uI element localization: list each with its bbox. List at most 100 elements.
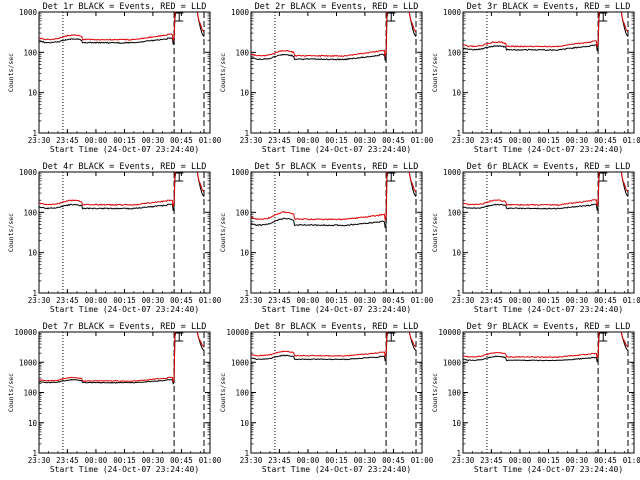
x-tick-label: 00:00 bbox=[297, 296, 320, 305]
x-tick-label: 23:30 bbox=[28, 136, 51, 145]
y-tick-label: 1000 bbox=[231, 168, 250, 177]
x-axis-label: Start Time (24-Oct-07 23:24:40) bbox=[262, 305, 411, 314]
y-tick-label: 100 bbox=[235, 389, 249, 398]
series-tail-lld bbox=[196, 331, 205, 348]
series-line-lld bbox=[38, 12, 177, 42]
y-tick-label: 1000 bbox=[19, 358, 38, 367]
y-tick-label: 100 bbox=[447, 208, 461, 217]
x-tick-label: 00:30 bbox=[566, 456, 589, 465]
x-tick-label: 23:45 bbox=[56, 296, 79, 305]
series-line-events bbox=[250, 12, 389, 61]
y-axis-label: Counts/sec bbox=[431, 373, 439, 412]
x-tick-label: 00:30 bbox=[354, 296, 377, 305]
y-tick-label: 1000 bbox=[231, 8, 250, 17]
y-axis-label: Counts/sec bbox=[219, 213, 227, 252]
y-tick-label: 1 bbox=[244, 129, 249, 138]
chart-panel-3: Det 3r BLACK = Events, RED = LLD10001001… bbox=[431, 2, 640, 154]
x-tick-label: 00:30 bbox=[566, 296, 589, 305]
x-tick-label: 00:00 bbox=[297, 136, 320, 145]
chart-panel-9: Det 9r BLACK = Events, RED = LLD10000100… bbox=[431, 322, 640, 474]
y-axis-label: Counts/sec bbox=[7, 373, 15, 412]
chart-panel-8: Det 8r BLACK = Events, RED = LLD10000100… bbox=[219, 322, 434, 474]
series-line-lld bbox=[462, 331, 601, 359]
x-tick-label: 00:45 bbox=[594, 456, 617, 465]
x-axis-label: Start Time (24-Oct-07 23:24:40) bbox=[50, 305, 199, 314]
y-tick-label: 1 bbox=[456, 129, 461, 138]
x-tick-label: 23:45 bbox=[56, 136, 79, 145]
y-tick-label: 1 bbox=[32, 129, 37, 138]
x-tick-label: 00:00 bbox=[85, 296, 108, 305]
chart-panel-7: Det 7r BLACK = Events, RED = LLD10000100… bbox=[7, 322, 222, 474]
series-tail-lld bbox=[196, 12, 205, 33]
y-tick-label: 1 bbox=[244, 449, 249, 458]
y-tick-label: 10000 bbox=[226, 328, 249, 337]
series-line-lld bbox=[38, 331, 177, 383]
x-tick-label: 00:15 bbox=[325, 136, 348, 145]
y-tick-label: 1 bbox=[244, 289, 249, 298]
series-tail-lld bbox=[408, 172, 417, 193]
x-tick-label: 23:30 bbox=[452, 136, 475, 145]
y-tick-label: 1000 bbox=[443, 358, 462, 367]
x-tick-label: 00:15 bbox=[537, 136, 560, 145]
y-tick-label: 10000 bbox=[438, 328, 461, 337]
chart-title: Det 6r BLACK = Events, RED = LLD bbox=[467, 162, 631, 172]
series-tail-lld bbox=[620, 172, 629, 193]
chart-title: Det 8r BLACK = Events, RED = LLD bbox=[255, 322, 419, 332]
y-tick-label: 100 bbox=[235, 48, 249, 57]
x-tick-label: 00:00 bbox=[85, 456, 108, 465]
x-tick-label: 23:45 bbox=[480, 136, 503, 145]
x-tick-label: 00:15 bbox=[325, 296, 348, 305]
x-tick-label: 01:00 bbox=[199, 136, 222, 145]
x-tick-label: 23:30 bbox=[452, 456, 475, 465]
x-tick-label: 01:00 bbox=[623, 296, 640, 305]
x-tick-label: 00:15 bbox=[537, 296, 560, 305]
y-tick-label: 100 bbox=[23, 389, 37, 398]
chart-title: Det 5r BLACK = Events, RED = LLD bbox=[255, 162, 419, 172]
x-tick-label: 00:15 bbox=[113, 136, 136, 145]
x-axis-label: Start Time (24-Oct-07 23:24:40) bbox=[262, 465, 411, 474]
x-tick-label: 23:30 bbox=[28, 296, 51, 305]
y-axis-label: Counts/sec bbox=[219, 373, 227, 412]
plot-frame bbox=[462, 11, 635, 134]
x-tick-label: 00:30 bbox=[142, 136, 165, 145]
x-tick-label: 23:45 bbox=[268, 136, 291, 145]
plot-frame bbox=[250, 171, 423, 294]
series-line-lld bbox=[462, 172, 601, 207]
x-tick-label: 00:45 bbox=[382, 296, 405, 305]
x-axis-label: Start Time (24-Oct-07 23:24:40) bbox=[474, 465, 623, 474]
y-tick-label: 100 bbox=[23, 208, 37, 217]
x-axis-label: Start Time (24-Oct-07 23:24:40) bbox=[474, 145, 623, 154]
y-tick-label: 1 bbox=[32, 289, 37, 298]
series-tail-lld bbox=[620, 331, 629, 348]
chart-title: Det 9r BLACK = Events, RED = LLD bbox=[467, 322, 631, 332]
y-axis-label: Counts/sec bbox=[431, 53, 439, 92]
x-tick-label: 00:45 bbox=[594, 296, 617, 305]
y-axis-label: Counts/sec bbox=[7, 213, 15, 252]
plot-frame bbox=[462, 171, 635, 294]
y-tick-label: 10 bbox=[452, 249, 462, 258]
y-tick-label: 10 bbox=[452, 419, 462, 428]
x-tick-label: 23:45 bbox=[480, 296, 503, 305]
series-line-events bbox=[462, 332, 601, 363]
x-tick-label: 23:30 bbox=[240, 456, 263, 465]
chart-panel-1: Det 1r BLACK = Events, RED = LLD10001001… bbox=[7, 2, 222, 154]
y-axis-label: Counts/sec bbox=[431, 213, 439, 252]
y-tick-label: 1000 bbox=[19, 168, 38, 177]
series-line-events bbox=[462, 12, 601, 52]
y-tick-label: 1 bbox=[32, 449, 37, 458]
series-line-events bbox=[462, 172, 601, 211]
x-tick-label: 23:30 bbox=[28, 456, 51, 465]
series-line-lld bbox=[250, 12, 389, 58]
x-tick-label: 23:30 bbox=[452, 296, 475, 305]
series-line-lld bbox=[462, 12, 601, 48]
y-tick-label: 10 bbox=[240, 419, 250, 428]
y-tick-label: 10 bbox=[240, 89, 250, 98]
y-tick-label: 1000 bbox=[19, 8, 38, 17]
series-line-events bbox=[38, 172, 177, 212]
x-tick-label: 01:00 bbox=[411, 456, 434, 465]
series-tail-lld bbox=[620, 12, 629, 33]
y-tick-label: 1000 bbox=[443, 8, 462, 17]
x-tick-label: 01:00 bbox=[199, 456, 222, 465]
series-line-events bbox=[250, 172, 389, 229]
y-tick-label: 1 bbox=[456, 449, 461, 458]
